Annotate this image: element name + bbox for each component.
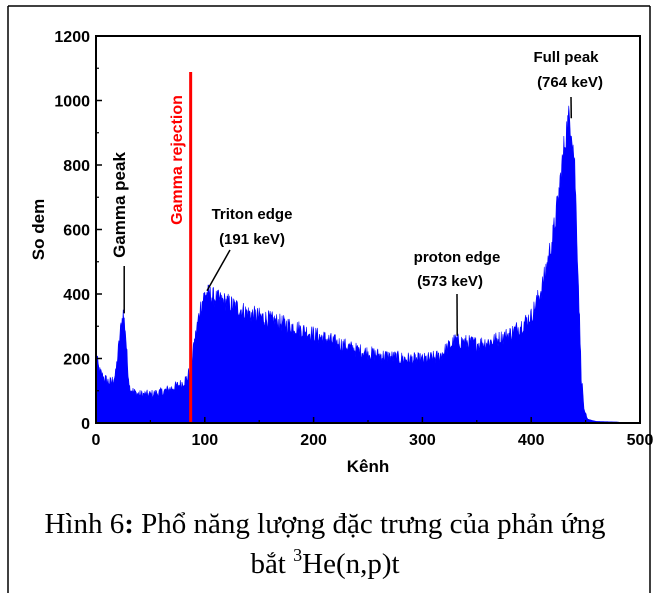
- triton-edge-energy: (191 keV): [219, 231, 285, 248]
- x-tick-label-0: 0: [92, 432, 101, 449]
- caption-colon: :: [124, 508, 134, 540]
- y-tick-label-1200: 1200: [54, 29, 90, 46]
- triton-edge-label: Triton edge: [212, 206, 293, 223]
- gamma-peak-label: Gamma peak: [110, 152, 129, 258]
- caption-superscript: 3: [293, 545, 303, 565]
- proton-edge-energy: (573 keV): [417, 273, 483, 290]
- spectrum-area: [95, 105, 621, 424]
- y-tick-label-600: 600: [63, 223, 90, 240]
- x-tick-label-400: 400: [518, 432, 545, 449]
- x-tick-label-500: 500: [627, 432, 654, 449]
- caption-line-1: Hình 6: Phổ năng lượng đặc trưng của phả…: [0, 504, 650, 544]
- x-tick-label-100: 100: [191, 432, 218, 449]
- y-tick-label-800: 800: [63, 158, 90, 175]
- x-tick-label-300: 300: [409, 432, 436, 449]
- caption-line-2: bắt 3He(n,p)t: [0, 544, 650, 584]
- gamma-rejection-label: Gamma rejection: [169, 95, 186, 225]
- x-axis-label: Kênh: [347, 457, 390, 476]
- y-axis-ticks: 0 200 400 600 800 1000 1200: [54, 29, 102, 433]
- triton-edge-leader: [206, 249, 231, 292]
- y-tick-label-0: 0: [81, 416, 90, 433]
- proton-edge-label: proton edge: [414, 249, 501, 266]
- caption-line2-pre: bắt: [250, 548, 294, 580]
- caption-prefix: Hình 6: [44, 508, 125, 540]
- figure-caption: Hình 6: Phổ năng lượng đặc trưng của phả…: [0, 504, 650, 584]
- full-peak-energy: (764 keV): [537, 74, 603, 91]
- caption-text: Phổ năng lượng đặc trưng của phản ứng: [133, 508, 606, 540]
- y-tick-label-400: 400: [63, 287, 90, 304]
- y-axis-label: So dem: [29, 199, 48, 260]
- x-tick-label-200: 200: [300, 432, 327, 449]
- caption-line2-post: He(n,p)t: [302, 548, 400, 580]
- full-peak-label: Full peak: [533, 49, 599, 66]
- spectrum-chart: 0 100 200 300 400 500 0 200 400 600 800 1000 1200 K…: [29, 29, 653, 476]
- x-axis-ticks: 0 100 200 300 400 500: [92, 417, 654, 449]
- y-tick-label-200: 200: [63, 352, 90, 369]
- y-tick-label-1000: 1000: [54, 94, 90, 111]
